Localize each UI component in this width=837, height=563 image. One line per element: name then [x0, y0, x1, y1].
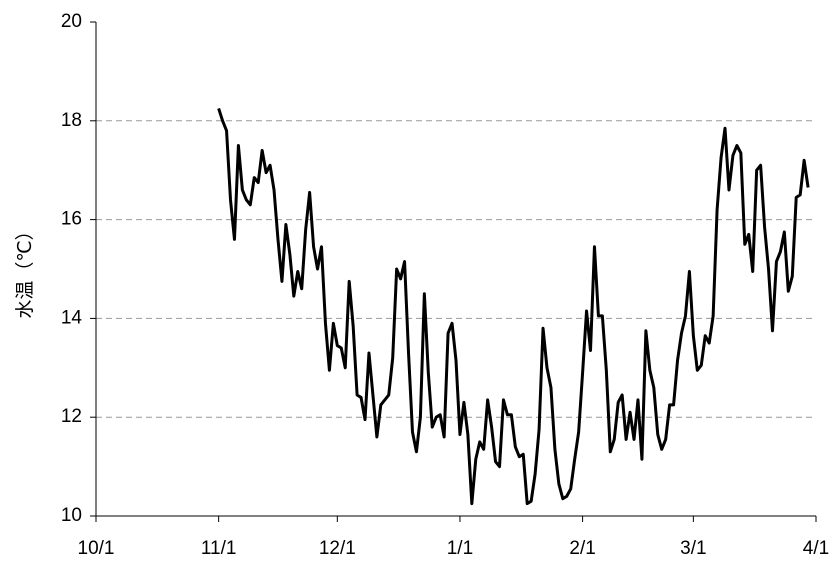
- line: [217, 107, 810, 506]
- x-tick-label: 4/1: [803, 538, 829, 559]
- y-tick-label: 16: [61, 209, 82, 230]
- y-tick-label: 12: [61, 406, 82, 427]
- y-tick-label: 20: [61, 11, 82, 32]
- x-tick-label: 10/1: [78, 538, 115, 559]
- x-tick-label: 2/1: [569, 538, 595, 559]
- y-tick-label: 14: [61, 307, 83, 328]
- x-tick-label: 11/1: [201, 538, 237, 559]
- y-tick-label: 18: [61, 110, 82, 131]
- y-tick-label: 10: [61, 505, 82, 526]
- x-tick-label: 1/1: [447, 538, 473, 559]
- x-tick-label: 12/1: [319, 538, 356, 559]
- x-tick-label: 3/1: [680, 538, 706, 559]
- y-axis-label: 水温（℃）: [14, 221, 36, 318]
